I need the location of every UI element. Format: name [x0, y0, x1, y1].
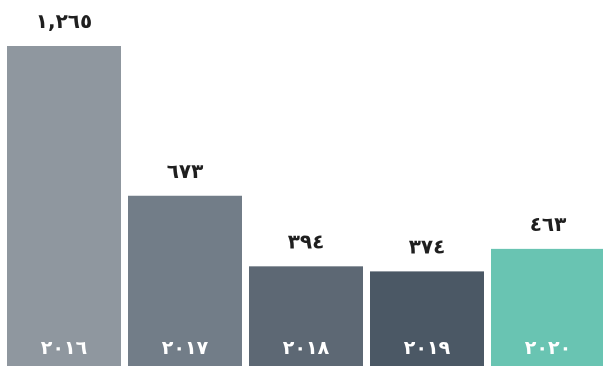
category-labels-group: ٢٠١٦ ٢٠١٧ ٢٠١٨ ٢٠١٩ ٢٠٢٠: [41, 337, 571, 359]
bar-category-label: ٢٠١٦: [41, 337, 87, 359]
bar-category-label: ٢٠١٧: [162, 337, 209, 359]
bar: [7, 46, 121, 366]
bar: [249, 266, 363, 366]
bar: [370, 271, 484, 366]
bar-value-label: ٦٧٣: [167, 159, 204, 183]
bar-value-label: ١,٢٦٥: [36, 9, 92, 33]
bars-group: [7, 46, 603, 366]
bar-value-label: ٣٧٤: [409, 234, 446, 258]
bar-category-label: ٢٠٢٠: [525, 337, 571, 359]
bar: [491, 248, 603, 366]
bar-value-label: ٣٩٤: [288, 229, 325, 253]
bar: [128, 195, 242, 366]
bar-category-label: ٢٠١٩: [404, 337, 451, 359]
value-labels-group: ١,٢٦٥ ٦٧٣ ٣٩٤ ٣٧٤ ٤٦٣: [36, 9, 567, 258]
bar-category-label: ٢٠١٨: [283, 337, 330, 359]
bar-value-label: ٤٦٣: [530, 212, 567, 236]
